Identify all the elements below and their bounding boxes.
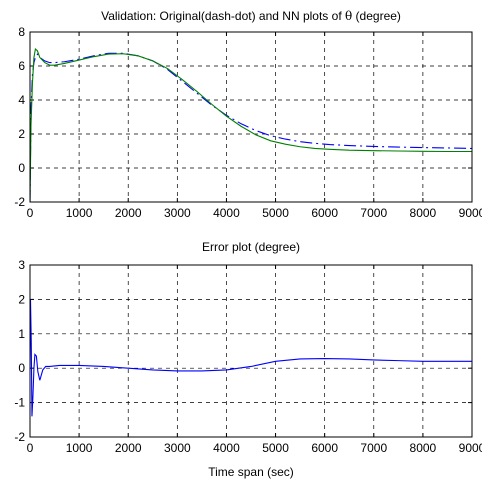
bottom-plot-area	[29, 264, 473, 438]
bottom-series-line-solid-0	[30, 299, 472, 417]
top-chart-title: Validation: Original(dash-dot) and NN pl…	[101, 9, 401, 23]
top-y-tick-label: 0	[18, 161, 25, 175]
bottom-x-tick-label: 2000	[115, 441, 142, 455]
bottom-x-axis-label: Time span (sec)	[208, 465, 294, 479]
top-x-tick-label: 2000	[115, 206, 142, 220]
bottom-y-tick-label: 1	[18, 327, 25, 341]
top-x-tick-label: 8000	[410, 206, 437, 220]
bottom-x-tick-label: 8000	[410, 441, 437, 455]
bottom-x-tick-label: 9000	[459, 441, 482, 455]
top-x-tick-label: 7000	[360, 206, 387, 220]
top-x-tick-label: 3000	[164, 206, 191, 220]
top-series-line-solid-1	[30, 47, 472, 202]
top-axes-frame	[29, 31, 473, 203]
bottom-x-tick-label: 3000	[164, 441, 191, 455]
bottom-y-tick-label: 2	[18, 292, 25, 306]
bottom-x-tick-label: 1000	[66, 441, 93, 455]
bottom-y-tick-label: 0	[18, 361, 25, 375]
top-y-tick-label: -2	[14, 195, 25, 209]
top-y-tick-label: 4	[18, 93, 25, 107]
top-x-tick-label: 5000	[262, 206, 289, 220]
bottom-y-tick-label: 3	[18, 258, 25, 272]
bottom-y-tick-label: -1	[14, 396, 25, 410]
top-x-tick-label: 4000	[213, 206, 240, 220]
top-x-tick-label: 9000	[459, 206, 482, 220]
top-plot-area	[29, 31, 473, 203]
top-axes: 0100020003000400050006000700080009000-20…	[14, 25, 482, 220]
top-y-tick-label: 6	[18, 59, 25, 73]
top-x-tick-label: 1000	[66, 206, 93, 220]
bottom-x-tick-label: 7000	[360, 441, 387, 455]
bottom-x-tick-label: 0	[27, 441, 34, 455]
top-y-tick-label: 8	[18, 25, 25, 39]
bottom-axes-frame	[29, 264, 473, 438]
bottom-axes: 0 1000 2000 3000 4000 5000 6000 7000 8000 9000 -2 -…	[14, 258, 482, 455]
bottom-chart-title: Error plot (degree)	[202, 240, 300, 254]
top-x-tick-label: 6000	[311, 206, 338, 220]
top-series-line-dash-dot-0	[30, 52, 472, 202]
bottom-x-tick-label: 6000	[311, 441, 338, 455]
top-y-tick-label: 2	[18, 127, 25, 141]
bottom-y-tick-label: -2	[14, 430, 25, 444]
bottom-x-tick-label: 4000	[213, 441, 240, 455]
bottom-x-tick-label: 5000	[262, 441, 289, 455]
top-x-tick-label: 0	[27, 206, 34, 220]
